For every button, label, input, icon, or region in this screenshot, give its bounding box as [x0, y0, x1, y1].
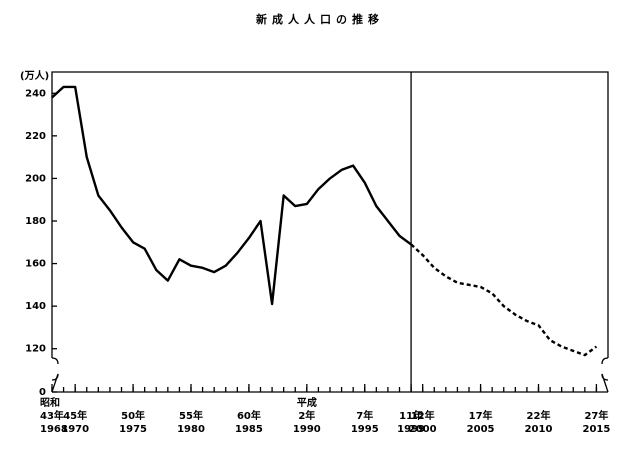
y-axis-label: (万人) [20, 69, 49, 82]
x-tick-japanese: 27年 [584, 409, 608, 422]
x-tick-japanese: 17年 [469, 409, 493, 422]
x-tick-era: 平成 [297, 396, 317, 409]
x-tick-japanese: 60年 [237, 409, 261, 422]
y-tick-label: 160 [25, 259, 46, 270]
x-tick-label: 2015 [582, 424, 610, 435]
y-tick-label: 200 [25, 173, 46, 184]
data-line [410, 243, 598, 357]
x-tick-era: 昭和 [40, 396, 60, 409]
x-tick-label: 1980 [177, 424, 205, 435]
y-tick-label: 0 [39, 387, 46, 398]
x-tick-japanese: 2年 [298, 409, 315, 422]
x-tick-label: 1975 [119, 424, 147, 435]
data-line [51, 85, 412, 306]
x-tick-label: 1999 [397, 424, 425, 435]
x-tick-label: 2000 [409, 424, 437, 435]
x-tick-japanese: 50年 [121, 409, 145, 422]
x-tick-japanese: 12年 [411, 409, 435, 422]
x-tick-japanese: 45年 [63, 409, 87, 422]
x-tick-label: 1990 [293, 424, 321, 435]
frame [51, 71, 609, 358]
x-tick-japanese: 7年 [356, 409, 373, 422]
x-tick-label: 2005 [467, 424, 495, 435]
y-tick-label: 240 [25, 88, 46, 99]
y-tick-label: 120 [25, 344, 46, 355]
x-tick-label: 1968 [40, 424, 68, 435]
x-tick-japanese: 22年 [527, 409, 551, 422]
x-tick-label: 1995 [351, 424, 379, 435]
x-tick-label: 1985 [235, 424, 263, 435]
axis-break [601, 357, 609, 393]
x-tick-label: 1970 [61, 424, 89, 435]
axis-break [51, 357, 59, 393]
y-tick-label: 220 [25, 131, 46, 142]
y-tick-label: 180 [25, 216, 46, 227]
y-tick-label: 140 [25, 301, 46, 312]
x-tick-japanese: 55年 [179, 409, 203, 422]
chart-title: 新成人人口の推移 [256, 12, 384, 26]
x-tick-japanese: 11年 [399, 409, 423, 422]
x-tick-label: 2010 [525, 424, 553, 435]
x-tick-japanese: 43年 [40, 409, 64, 422]
